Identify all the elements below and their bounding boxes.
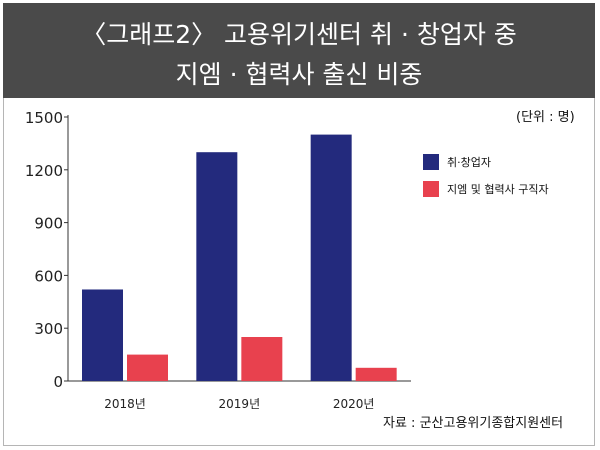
legend-label-series1: 취·창업자 — [447, 156, 491, 169]
chart-title-banner: 〈그래프2〉 고용위기센터 취 · 창업자 중 지엠 · 협력사 출신 비중 — [3, 3, 595, 98]
y-tick-label: 600 — [34, 267, 63, 285]
source-label: 자료 : 군산고용위기종합지원센터 — [383, 416, 564, 431]
legend-swatch-series2 — [423, 181, 439, 197]
bar-series1 — [82, 289, 123, 381]
y-tick-label: 1200 — [25, 162, 63, 180]
bar-series2 — [127, 354, 168, 381]
y-tick-label: 300 — [34, 320, 63, 338]
bar-series2 — [355, 367, 397, 381]
x-tick-label: 2018년 — [104, 397, 146, 411]
y-tick-label: 900 — [34, 215, 63, 233]
chart-title-line1: 〈그래프2〉 고용위기센터 취 · 창업자 중 — [81, 20, 517, 49]
bar-series1 — [310, 134, 352, 381]
y-tick-label: 1500 — [25, 109, 63, 127]
bar-series1 — [196, 152, 238, 381]
legend-item-series1: 취·창업자 — [423, 153, 491, 171]
y-tick-label: 0 — [53, 373, 63, 391]
legend-label-series2: 지엠 및 협력사 구직자 — [447, 183, 549, 196]
x-tick-label: 2020년 — [333, 397, 375, 411]
legend-swatch-series1 — [423, 154, 439, 170]
x-tick-label: 2019년 — [219, 397, 261, 411]
legend-item-series2: 지엠 및 협력사 구직자 — [423, 180, 549, 198]
bar-series2 — [241, 337, 283, 381]
chart-title-line2: 지엠 · 협력사 출신 비중 — [175, 60, 423, 89]
unit-label: (단위 : 명) — [516, 110, 575, 125]
